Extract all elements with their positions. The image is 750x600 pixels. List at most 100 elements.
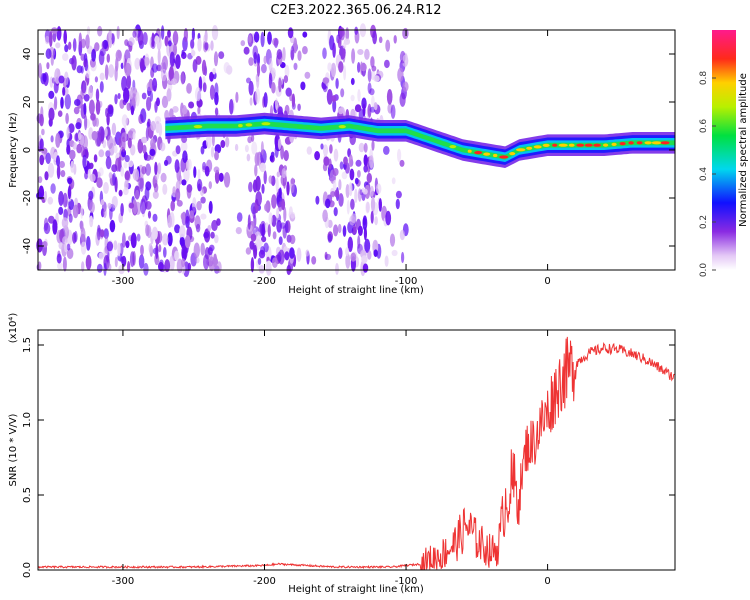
noise-speck [207, 247, 213, 256]
noise-speck [46, 62, 50, 70]
noise-speck [176, 200, 183, 207]
noise-speck [256, 74, 260, 89]
colorbar-tick-label: 0.0 [699, 263, 709, 278]
noise-speck [384, 255, 389, 267]
ridge-hotspot [611, 142, 617, 146]
noise-speck [114, 256, 118, 268]
ridge-hotspot [313, 126, 321, 130]
noise-speck [391, 249, 398, 257]
noise-speck [278, 77, 282, 93]
noise-speck [154, 161, 158, 176]
y-tick-label: -20 [22, 190, 33, 206]
noise-speck [117, 242, 121, 257]
noise-speck [108, 142, 115, 156]
noise-speck [150, 138, 156, 149]
noise-speck [373, 75, 380, 82]
noise-speck [402, 81, 409, 92]
noise-speck [186, 83, 192, 94]
noise-speck [60, 96, 64, 109]
noise-speck [253, 244, 258, 259]
noise-speck [135, 91, 140, 107]
noise-speck [37, 261, 42, 271]
noise-speck [191, 27, 195, 41]
noise-speck [329, 144, 333, 154]
noise-speck [89, 201, 95, 214]
noise-speck [363, 142, 368, 153]
noise-speck [108, 172, 113, 179]
ridge-hotspot [228, 124, 236, 128]
noise-speck [111, 122, 117, 136]
noise-speck [386, 89, 393, 105]
noise-speck [372, 30, 377, 45]
noise-speck [248, 80, 254, 96]
noise-speck [47, 196, 54, 205]
noise-speck [260, 31, 265, 48]
noise-speck [127, 137, 132, 149]
noise-speck [156, 97, 160, 107]
noise-speck [56, 253, 62, 264]
y-tick-label: 1.0 [22, 412, 33, 428]
noise-speck [263, 92, 268, 108]
noise-speck [124, 62, 132, 77]
noise-speck [138, 254, 145, 269]
noise-speck [208, 200, 213, 214]
spectrogram-ridge-layer [165, 112, 675, 168]
noise-speck [179, 237, 185, 247]
noise-speck [108, 29, 112, 42]
noise-speck [68, 198, 75, 211]
colorbar-gradient [712, 30, 736, 270]
noise-speck [47, 162, 55, 178]
noise-speck [330, 191, 336, 197]
noise-speck [345, 253, 351, 269]
noise-speck [73, 106, 80, 115]
ridge-hotspot [552, 143, 558, 147]
noise-speck [96, 224, 101, 241]
noise-speck [57, 262, 63, 270]
noise-speck [100, 229, 105, 238]
spectrogram-x-axis-label: Height of straight line (km) [288, 285, 424, 296]
noise-speck [399, 92, 406, 107]
noise-speck [172, 106, 179, 113]
noise-speck [248, 57, 254, 66]
noise-speck [248, 181, 253, 193]
noise-speck [49, 31, 53, 47]
noise-speck [81, 38, 86, 49]
noise-speck [121, 149, 127, 158]
noise-speck [261, 223, 266, 238]
noise-speck [363, 154, 368, 167]
noise-speck [44, 190, 48, 202]
noise-speck [81, 261, 85, 272]
noise-speck [118, 189, 123, 197]
noise-speck [58, 206, 64, 215]
noise-speck [106, 263, 112, 271]
noise-speck [167, 214, 173, 228]
noise-speck [210, 146, 215, 158]
noise-speck [200, 196, 206, 204]
noise-speck [187, 158, 192, 171]
noise-speck [268, 175, 273, 184]
noise-speck [269, 155, 274, 162]
noise-speck [293, 62, 298, 71]
noise-speck [93, 154, 98, 163]
noise-speck [145, 224, 150, 237]
noise-speck [254, 164, 258, 177]
ridge-hotspot [499, 155, 509, 159]
ridge-hotspot [177, 125, 185, 130]
noise-speck [210, 231, 215, 239]
noise-speck [334, 189, 340, 198]
noise-speck [395, 190, 402, 199]
x-tick-label: 0 [544, 576, 550, 587]
noise-speck [83, 102, 87, 115]
noise-speck [182, 248, 187, 262]
noise-speck [272, 231, 277, 240]
noise-speck [342, 48, 346, 63]
noise-speck [333, 207, 338, 217]
noise-speck [72, 204, 79, 219]
noise-speck [96, 263, 103, 273]
noise-speck [332, 168, 339, 176]
ridge-hotspot [603, 143, 609, 147]
noise-speck [264, 203, 269, 212]
noise-speck [179, 225, 186, 239]
noise-speck [289, 247, 295, 259]
